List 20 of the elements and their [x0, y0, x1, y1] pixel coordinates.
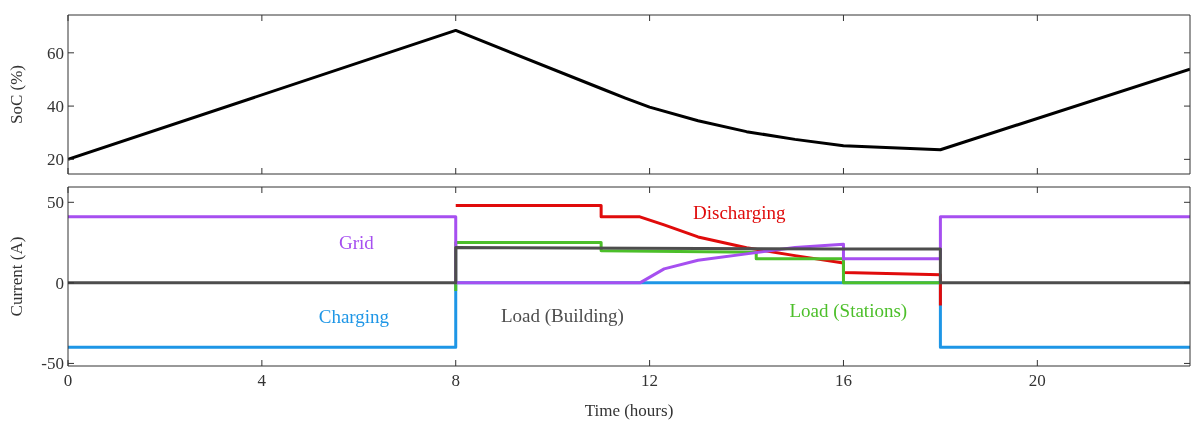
series-label: Grid	[338, 232, 375, 254]
y-tick-label: -50	[41, 354, 64, 374]
series-label: Load (Stations)	[789, 299, 908, 322]
text: Load (Building)	[500, 304, 624, 327]
y-tick-label: 40	[47, 97, 64, 117]
y-tick-label: 50	[47, 193, 64, 213]
y-tick-label: 0	[55, 273, 64, 293]
x-axis-title: Time (hours)	[584, 401, 674, 420]
x-tick-label: 12	[641, 371, 659, 391]
x-tick-label: 8	[451, 371, 460, 391]
y-axis-title: Current (A)	[7, 236, 27, 317]
x-tick-label: 20	[1028, 371, 1046, 391]
series-label: Discharging	[693, 202, 787, 224]
x-tick-label: 4	[257, 371, 267, 391]
y-axis-title: SoC (%)	[7, 64, 27, 125]
y-tick-label: 60	[47, 43, 64, 63]
x-tick-label: 16	[834, 371, 852, 391]
line-series	[68, 28, 1190, 161]
y-tick-label: 20	[47, 150, 64, 170]
series-label: Charging	[318, 305, 390, 327]
